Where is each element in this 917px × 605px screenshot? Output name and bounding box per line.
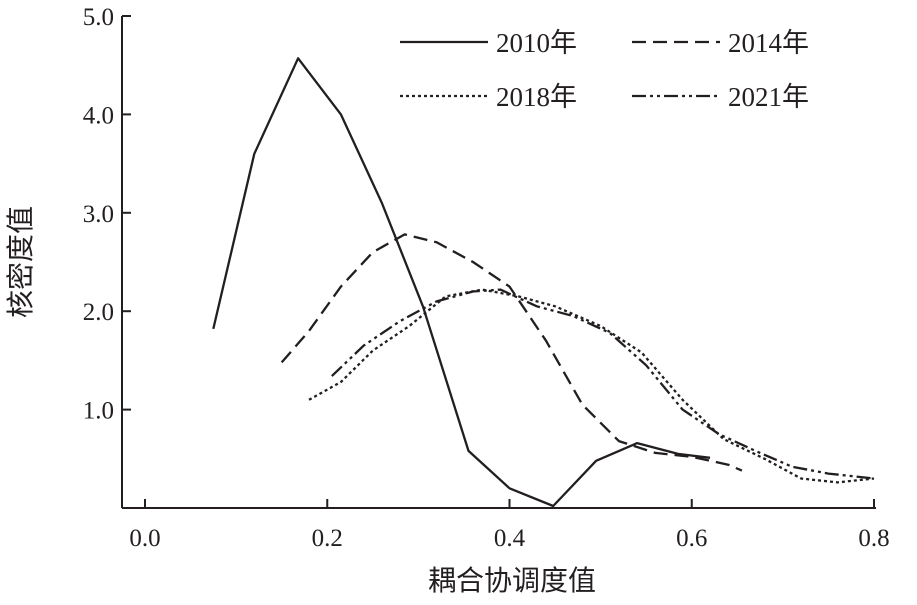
series-lines [212,57,875,508]
x-tick-label: 0.4 [494,525,526,552]
y-tick-label: 2.0 [83,299,114,326]
x-tick-label: 0.0 [129,525,160,552]
y-tick-label: 5.0 [83,4,114,31]
legend-label-2018: 2018年 [496,82,577,112]
series-line-2021 [331,288,875,480]
axis-ticks: 1.0 2.0 3.0 4.0 5.0 0.0 0.2 0.4 0.6 0.8 [83,4,890,552]
y-tick-label: 3.0 [83,201,114,228]
x-axis-title: 耦合协调度值 [428,565,596,597]
series-line-2010 [212,57,711,508]
y-tick-label: 1.0 [83,398,114,425]
axes [121,16,876,509]
y-axis-title: 核密度值 [5,206,37,318]
series-line-2018 [308,288,875,484]
series-line-2014 [280,233,743,472]
legend-label-2014: 2014年 [728,28,809,58]
legend-label-2021: 2021年 [728,82,809,112]
y-tick-label: 4.0 [83,102,114,129]
legend: 2010年 2014年 2018年 2021年 [400,28,809,112]
x-tick-label: 0.2 [312,525,343,552]
x-tick-label: 0.8 [858,525,889,552]
legend-label-2010: 2010年 [496,28,577,58]
x-tick-label: 0.6 [676,525,707,552]
